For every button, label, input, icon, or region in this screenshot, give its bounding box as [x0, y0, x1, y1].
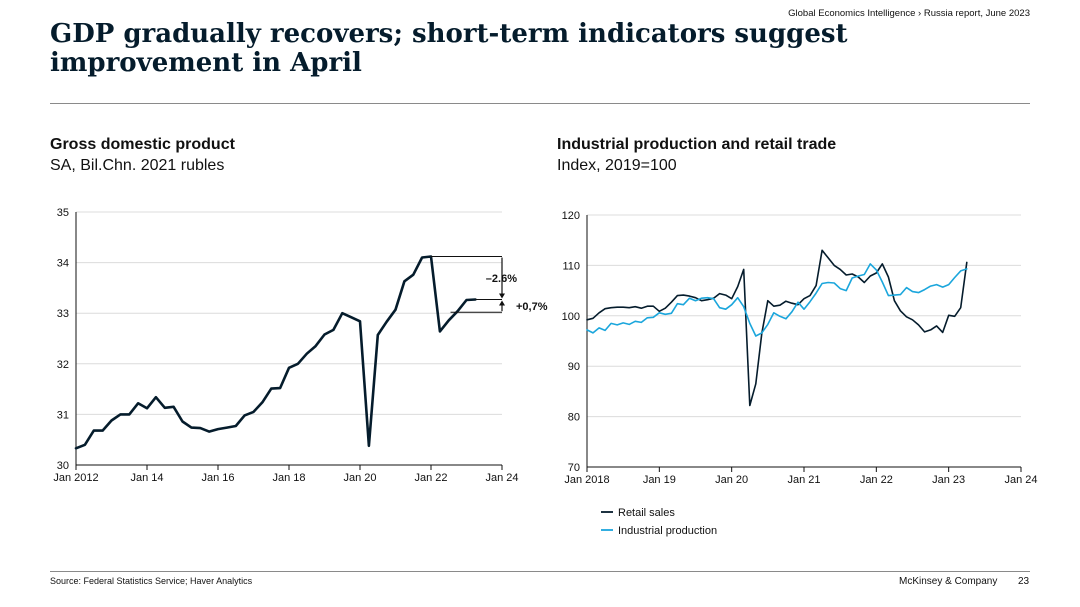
source-note: Source: Federal Statistics Service; Have… [50, 576, 253, 586]
gdp-chart-subtitle: SA, Bil.Chn. 2021 rubles [50, 157, 225, 174]
page-number: 23 [1018, 576, 1030, 587]
chart0-y-tick-label: 32 [57, 359, 69, 371]
gdp-chart-title: Gross domestic product [50, 136, 235, 153]
chart0-x-tick-label: Jan 2012 [53, 472, 98, 484]
chart0-y-tick-label: 35 [57, 207, 69, 219]
gdp-growth-label: +0,7% [516, 301, 548, 313]
legend-label: Industrial production [618, 525, 717, 537]
ipr-chart-subtitle: Index, 2019=100 [557, 157, 677, 174]
chart0-y-tick-label: 31 [57, 409, 69, 421]
chart1-y-tick-label: 100 [562, 311, 580, 323]
chart1-x-tick-label: Jan 2018 [564, 474, 609, 486]
chart0-y-tick-label: 34 [57, 258, 69, 270]
chart1-y-tick-label: 110 [562, 260, 580, 272]
report-meta: Global Economics Intelligence › Russia r… [788, 8, 1030, 19]
gdp-decline-label: –2.6% [486, 273, 517, 285]
chart0-x-tick-label: Jan 22 [414, 472, 447, 484]
page-title: GDP gradually recovers; short-term indic… [50, 19, 848, 78]
chart0-series-gdp-line [74, 255, 477, 450]
chart1-y-tick-label: 120 [562, 210, 580, 222]
chart0-y-tick-label: 33 [57, 308, 69, 320]
chart1-x-tick-label: Jan 21 [787, 474, 820, 486]
chart1-series-industrial-production-line [586, 263, 968, 337]
chart1-x-tick-label: Jan 22 [860, 474, 893, 486]
chart1-y-tick-label: 70 [568, 462, 580, 474]
chart1-x-tick-label: Jan 19 [643, 474, 676, 486]
legend-label: Retail sales [618, 507, 675, 519]
chart1-x-tick-label: Jan 20 [715, 474, 748, 486]
chart0-x-tick-label: Jan 16 [201, 472, 234, 484]
gdp-growth-arrowhead [499, 300, 505, 306]
chart0-y-tick-label: 30 [57, 460, 69, 472]
chart1-x-tick-label: Jan 23 [932, 474, 965, 486]
title-divider [50, 103, 1030, 104]
chart1-series-retail-sales-line [586, 249, 968, 407]
chart1-x-tick-label: Jan 24 [1004, 474, 1037, 486]
chart0-x-tick-label: Jan 20 [343, 472, 376, 484]
gdp-decline-arrowhead [499, 293, 505, 299]
chart1-y-tick-label: 80 [568, 412, 580, 424]
brand-name: McKinsey & Company [899, 576, 998, 587]
footer-divider [50, 571, 1030, 572]
chart0-x-tick-label: Jan 24 [485, 472, 518, 484]
chart0-x-tick-label: Jan 14 [130, 472, 163, 484]
chart1-y-tick-label: 90 [568, 361, 580, 373]
ipr-chart-title: Industrial production and retail trade [557, 136, 837, 153]
chart0-x-tick-label: Jan 18 [272, 472, 305, 484]
